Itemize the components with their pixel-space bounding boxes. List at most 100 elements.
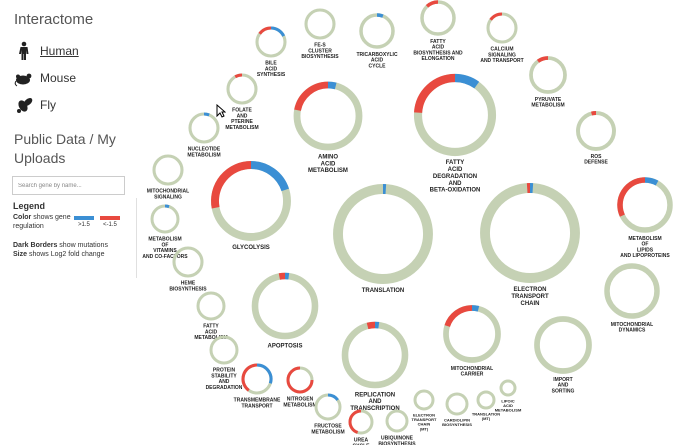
pathway-label-line: FATTY [430,39,446,45]
pathway-ring [385,409,409,433]
pathway-label: AMINO ACID METABOLISM [308,154,348,174]
pathway-node-ros-defense[interactable]: ROS DEFENSE [576,111,616,166]
upregulated-arc [294,81,329,112]
pathway-label-line: AND [237,113,248,119]
pathway-label-line: STABILITY [211,373,237,379]
upregulated-arc [489,12,503,21]
pathway-label: FE-S CLUSTER BIOSYNTHESIS [301,43,339,61]
pathway-label: METABOLISM OF VITAMINS AND CO-FACTORS [142,237,188,260]
pathway-node-replication-transcription[interactable]: REPLICATION AND TRANSCRIPTION [341,321,409,412]
pathway-label-line: DYNAMICS [619,328,646,334]
pathway-ring [209,335,239,365]
upregulated-arc [414,73,456,114]
pathway-label-line: CHAIN [521,301,540,307]
pathway-label-line: METABOLISM [495,408,522,413]
pathway-label-line: TRANSPORT [241,403,272,409]
pathway-node-nucleotide-metabolism[interactable]: NUCLEOTIDE METABOLISM [187,112,221,159]
pathway-node-fatty-acid-biosynthesis-elongation[interactable]: FATTY ACID BIOSYNTHESIS AND ELONGATION [413,0,463,62]
pathway-node-mitochondrial-signaling[interactable]: MITOCHONDRIAL SIGNALING [147,154,189,200]
pathway-node-mitochondrial-carrier[interactable]: MITOCHONDRIAL CARRIER [443,305,501,378]
upregulated-arc [444,305,473,328]
search-input[interactable] [12,176,125,195]
pathway-label-line: NITROGEN [287,397,314,403]
pathway-label-line: TRICARBOXYLIC [356,52,398,58]
pathway-label: UREACYCLE [353,438,371,445]
downregulated-arc [644,177,659,186]
organism-human[interactable]: Human [14,40,79,62]
legend-color-text: Color shows gene regulation [13,214,71,230]
pathway-ring [534,316,592,374]
pathway-node-bile-acid-synthesis[interactable]: BILE ACID SYNTHESIS [255,26,287,79]
pathway-ring [172,246,204,278]
upregulated-arc [617,177,646,217]
pathway-label: PROTEIN STABILITY AND DEGRADATION [206,368,243,391]
pathway-label-line: (MT) [420,426,429,431]
pathway-label-line: MITOCHONDRIAL [147,189,189,195]
pathway-label-line: ACID [321,161,336,167]
pathway-label: FRUCTOSE METABOLISM [311,424,344,436]
pathway-label: NUCLEOTIDE METABOLISM [187,147,221,159]
pathway-node-protein-stability-degradation[interactable]: PROTEIN STABILITY AND DEGRADATION [206,335,243,391]
pathway-node-transmembrane-transport[interactable]: TRANSMEMBRANE TRANSPORT [234,363,281,409]
pathway-label-line: NUCLEOTIDE [188,147,221,153]
pathway-node-fatty-acid-metabolism[interactable]: FATTY ACID METABOLISM [194,291,228,341]
pathway-label-line: DEFENSE [584,160,608,166]
legend-low-label: >1.5 [78,222,90,228]
upregulated-arc [211,161,252,209]
pathway-node-electron-transport-chain-mt[interactable]: ELECTRON TRANSPORT CHAIN (MT) [412,389,437,432]
pathway-node-fe-s-cluster-biosynthesis[interactable]: FE-S CLUSTER BIOSYNTHESIS [301,8,339,61]
pathway-node-folate-pterine-metabolism[interactable]: FOLATE AND PTERINE METABOLISM [225,73,259,131]
pathway-label-line: AND LIPOPROTEINS [620,253,670,259]
pathway-node-mitochondrial-dynamics[interactable]: MITOCHONDRIAL DYNAMICS [604,263,660,334]
pathway-label-line: CHAIN [418,422,431,427]
pathway-node-metabolism-vitamins-cofactors[interactable]: METABOLISM OF VITAMINS AND CO-FACTORS [142,204,188,260]
pathway-ring [420,0,456,36]
pathway-node-translation[interactable]: TRANSLATION [333,184,433,294]
upregulated-arc [234,73,243,79]
pathway-label-line: ACID [432,45,445,51]
pathway-label-line: BIOSYNTHESIS [301,54,339,60]
pathway-label-line: CARRIER [461,372,484,378]
pathway-node-tricarboxylic-acid-cycle[interactable]: TRICARBOXYLIC ACID CYCLE [356,13,398,69]
pathway-label: GLYCOLYSIS [232,245,270,251]
pathway-node-translation-mt[interactable]: TRANSLATION (MT) [472,390,500,421]
pathway-label-line: ACID [371,58,384,64]
pathway-label-line: ACID [205,329,218,335]
organism-mouse[interactable]: Mouse [14,67,76,89]
organism-fly[interactable]: Fly [14,94,56,116]
pathway-label-line: SIGNALING [488,52,516,58]
pathway-label-line: METABOLISM [311,429,344,435]
pathway-node-electron-transport-chain[interactable]: ELECTRON TRANSPORT CHAIN [480,183,580,307]
pathway-node-heme-biosynthesis[interactable]: HEME BIOSYNTHESIS [169,246,207,292]
pathway-node-nitrogen-metabolism[interactable]: NITROGEN METABOLISM [283,366,317,408]
pathway-label-line: PROTEIN [213,368,236,374]
pathway-node-pyruvate-metabolism[interactable]: PYRUVATE METABOLISM [529,56,567,109]
pathway-label-line: BIOSYNTHESIS [442,422,472,427]
pathway-node-apoptosis[interactable]: APOPTOSIS [251,272,319,349]
pathway-node-urea-cycle[interactable]: UREACYCLE [348,409,374,445]
pathway-node-amino-acid-metabolism[interactable]: AMINO ACID METABOLISM [293,81,363,174]
pathway-node-lipoic-acid-metabolism[interactable]: LIPOIC ACID METABOLISM [495,379,522,413]
pathway-node-glycolysis[interactable]: GLYCOLYSIS [211,161,291,251]
pathway-node-metabolism-lipids-lipoproteins[interactable]: METABOLISM OF LIPIDS AND LIPOPROTEINS [617,177,673,259]
upregulated-arc [591,111,597,116]
data-source-heading[interactable]: Public Data / My Uploads [14,131,116,166]
mouse-cursor-icon [216,104,226,118]
pathway-label: BILE ACID SYNTHESIS [257,61,286,79]
pathway-label-line: AND [449,181,463,187]
pathway-label: MITOCHONDRIAL CARRIER [451,366,493,378]
pathway-node-fatty-acid-degradation-beta-oxidation[interactable]: FATTY ACID DEGRADATION AND BETA-OXIDATION [413,73,497,194]
pathway-label-line: SIGNALING [154,194,182,200]
pathway-node-calcium-signaling-transport[interactable]: CALCIUM SIGNALING AND TRANSPORT [480,12,524,64]
pathway-node-ubiquinone-biosynthesis[interactable]: UBIQUINONE BIOSYNTHESIS [378,409,416,445]
pathway-ring [529,56,567,94]
pathway-ring [226,73,258,105]
pathway-node-cardiolipin-biosynthesis[interactable]: CARDIOLIPIN BIOSYNTHESIS [442,392,472,428]
pathway-label: ELECTRON TRANSPORT CHAIN (MT) [412,413,437,432]
pathway-label: FOLATE AND PTERINE METABOLISM [225,108,258,131]
pathway-label: CARDIOLIPIN BIOSYNTHESIS [442,418,472,428]
legend-high-label: <-1.5 [103,222,117,228]
pathway-node-import-and-sorting[interactable]: IMPORT AND SORTING [534,316,592,394]
pathway-label: ELECTRON TRANSPORT CHAIN [511,287,549,307]
pathway-node-fructose-metabolism[interactable]: FRUCTOSE METABOLISM [311,393,345,436]
